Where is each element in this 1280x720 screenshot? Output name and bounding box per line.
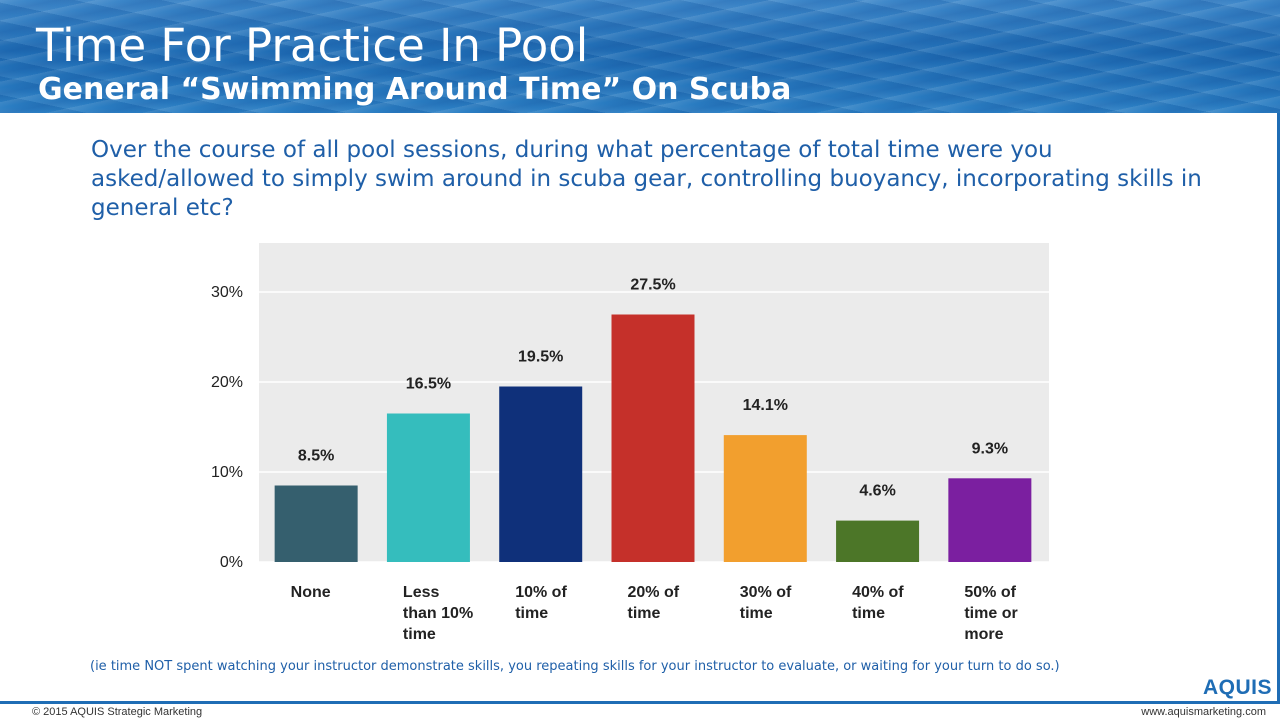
data-label: 27.5% bbox=[630, 277, 675, 294]
header-banner: Time For Practice In Pool General “Swimm… bbox=[0, 0, 1280, 113]
data-label: 19.5% bbox=[518, 349, 563, 366]
x-tick-label: 10% of time bbox=[515, 584, 567, 622]
data-label: 14.1% bbox=[743, 397, 788, 414]
bars bbox=[274, 314, 1032, 562]
footnote: (ie time NOT spent watching your instruc… bbox=[90, 659, 1060, 674]
y-axis: 0% 10% 20% 30% bbox=[211, 284, 243, 571]
x-tick-label: 40% of time bbox=[852, 584, 904, 622]
website-link[interactable]: www.aquismarketing.com bbox=[1141, 706, 1266, 718]
y-tick-label: 30% bbox=[211, 284, 243, 301]
data-label: 9.3% bbox=[972, 440, 1008, 457]
slide-title: Time For Practice In Pool bbox=[36, 19, 589, 72]
category-labels: None Less than 10% time 10% of time 20% of time… bbox=[291, 584, 1018, 643]
data-label: 4.6% bbox=[859, 483, 895, 500]
bar bbox=[499, 386, 583, 562]
aquis-logo: AQUIS bbox=[1202, 676, 1272, 699]
y-tick-label: 10% bbox=[211, 464, 243, 481]
value-labels: 8.5% 16.5% 19.5% 27.5% 14.1% 4.6% 9.3% bbox=[298, 277, 1008, 500]
x-tick-label: Less than 10% time bbox=[403, 584, 473, 643]
x-tick-label: 20% of time bbox=[628, 584, 680, 622]
content-frame bbox=[0, 113, 1280, 701]
y-tick-label: 20% bbox=[211, 374, 243, 391]
data-label: 16.5% bbox=[406, 376, 451, 393]
bar bbox=[948, 478, 1032, 562]
survey-question: Over the course of all pool sessions, du… bbox=[91, 137, 1202, 221]
y-tick-label: 0% bbox=[220, 554, 243, 571]
bar bbox=[274, 485, 358, 562]
bar bbox=[611, 314, 695, 562]
bar bbox=[836, 520, 920, 562]
bar bbox=[723, 435, 807, 562]
footer-divider bbox=[0, 701, 1280, 704]
x-tick-label: None bbox=[291, 584, 331, 601]
x-tick-label: 50% of time or more bbox=[964, 584, 1017, 643]
copyright-text: © 2015 AQUIS Strategic Marketing bbox=[32, 706, 203, 718]
slide-subtitle: General “Swimming Around Time” On Scuba bbox=[38, 72, 792, 107]
data-label: 8.5% bbox=[298, 448, 334, 465]
x-tick-label: 30% of time bbox=[740, 584, 792, 622]
bar bbox=[386, 413, 470, 562]
